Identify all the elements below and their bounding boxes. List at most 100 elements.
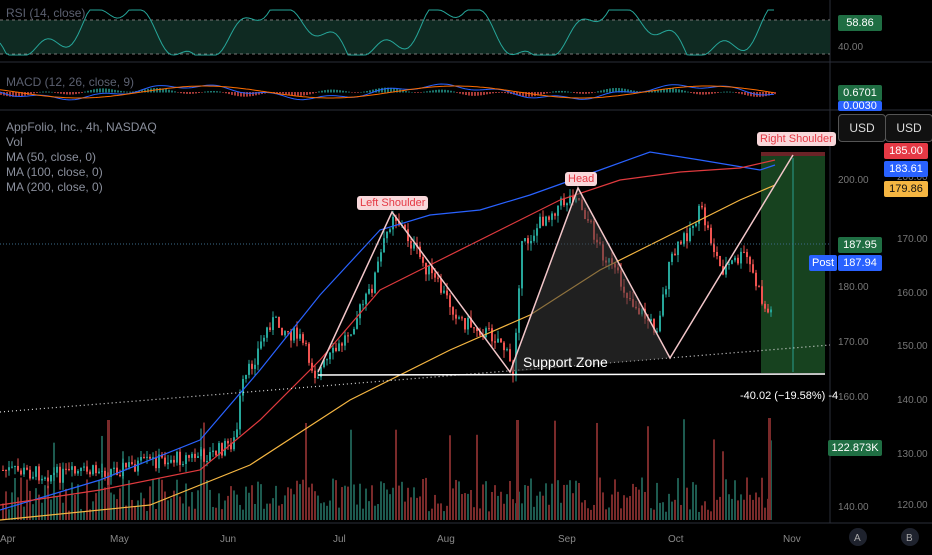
macd-hist-bar [516,92,518,96]
volume-bar [455,479,457,520]
macd-hist-bar [246,92,248,97]
macd-hist-bar [564,91,566,93]
candle-body [182,464,184,466]
ma50-label[interactable]: MA (50, close, 0) [6,150,97,164]
volume-bar [59,491,61,520]
macd-hist-bar [693,92,695,94]
support-zone-label[interactable]: Support Zone [523,354,608,370]
macd-hist-bar [723,91,725,93]
candle-body [146,456,148,458]
candle-body [317,377,319,379]
macd-hist-bar [276,92,278,93]
volume-bar [464,493,466,520]
volume-bar [374,505,376,520]
volume-bar [20,477,22,520]
volume-bar [251,485,253,520]
macd-hist-bar [726,91,728,93]
candle-body [467,317,469,330]
currency-right-button[interactable]: USD [885,114,932,142]
volume-bar [197,490,199,520]
volume-bar [764,507,766,520]
x-axis-label: Sep [558,534,576,545]
volume-bar [56,496,58,520]
ma200-label[interactable]: MA (200, close, 0) [6,180,103,194]
volume-bar [359,483,361,520]
candle-body [155,457,157,469]
candle-body [440,278,442,293]
volume-bar [467,493,469,520]
symbol-title[interactable]: AppFolio, Inc., 4h, NASDAQ [6,120,157,134]
volume-bar [38,494,40,520]
volume-bar [263,508,265,520]
volume-bar [326,505,328,520]
candle-body [746,252,748,258]
left-shoulder-label[interactable]: Left Shoulder [357,196,429,210]
head-fill [510,188,670,372]
candle-body [503,342,505,351]
candle-body [392,216,394,230]
macd-hist-bar [222,92,224,93]
macd-hist-bar [351,92,353,93]
candle-body [470,317,472,328]
volume-bar [581,502,583,520]
volume-bar [659,502,661,520]
candle-body [446,290,448,296]
candle-body [428,265,430,275]
volume-bar [701,505,703,520]
volume-bar [329,500,331,520]
candle-body [209,452,211,461]
volume-bar [473,507,475,520]
volume-bar [158,478,160,520]
right-shoulder-label[interactable]: Right Shoulder [757,132,836,146]
candle-body [662,294,664,316]
macd-hist-bar [705,92,707,95]
volume-bar [350,429,352,520]
candle-body [509,349,511,362]
candle-body [221,443,223,456]
volume-bar [722,451,724,520]
candle-body [488,328,490,330]
candle-body [44,477,46,479]
currency-left-button[interactable]: USD [838,114,886,142]
candle-body [728,263,730,265]
candle-body [47,477,49,482]
volume-bar [128,480,130,520]
volume-bar [500,491,502,520]
candle-body [77,470,79,474]
macd-hist-bar [39,91,41,93]
ma100-label[interactable]: MA (100, close, 0) [6,165,103,179]
ma50-price-tag: 185.00 [884,143,928,159]
macd-hist-bar [771,92,773,95]
macd-hist-bar [273,92,275,93]
stop-zone [761,152,825,156]
candle-body [389,229,391,232]
macd-hist-bar [477,92,479,96]
volume-bar [746,477,748,520]
head-label[interactable]: Head [565,172,598,186]
volume-bar [380,481,382,520]
candle-body [257,348,259,365]
candle-body [125,462,127,468]
candle-body [692,225,694,229]
volume-bar [278,505,280,520]
macd-hist-bar [576,92,578,94]
candle-body [296,327,298,339]
candle-body [407,229,409,242]
candle-body [59,466,61,483]
volume-bar [257,481,259,520]
macd-hist-bar [132,91,134,93]
macd-hist-bar [117,90,119,93]
volume-bar [572,493,574,520]
vol-label[interactable]: Vol [6,135,23,149]
candle-body [281,327,283,336]
macd-hist-bar [696,92,698,95]
volume-bar [686,487,688,520]
macd-hist-bar [114,89,116,93]
candle-body [266,327,268,338]
candle-body [278,316,280,328]
candle-body [383,238,385,253]
volume-bar [203,422,205,520]
macd-hist-bar [84,91,86,93]
